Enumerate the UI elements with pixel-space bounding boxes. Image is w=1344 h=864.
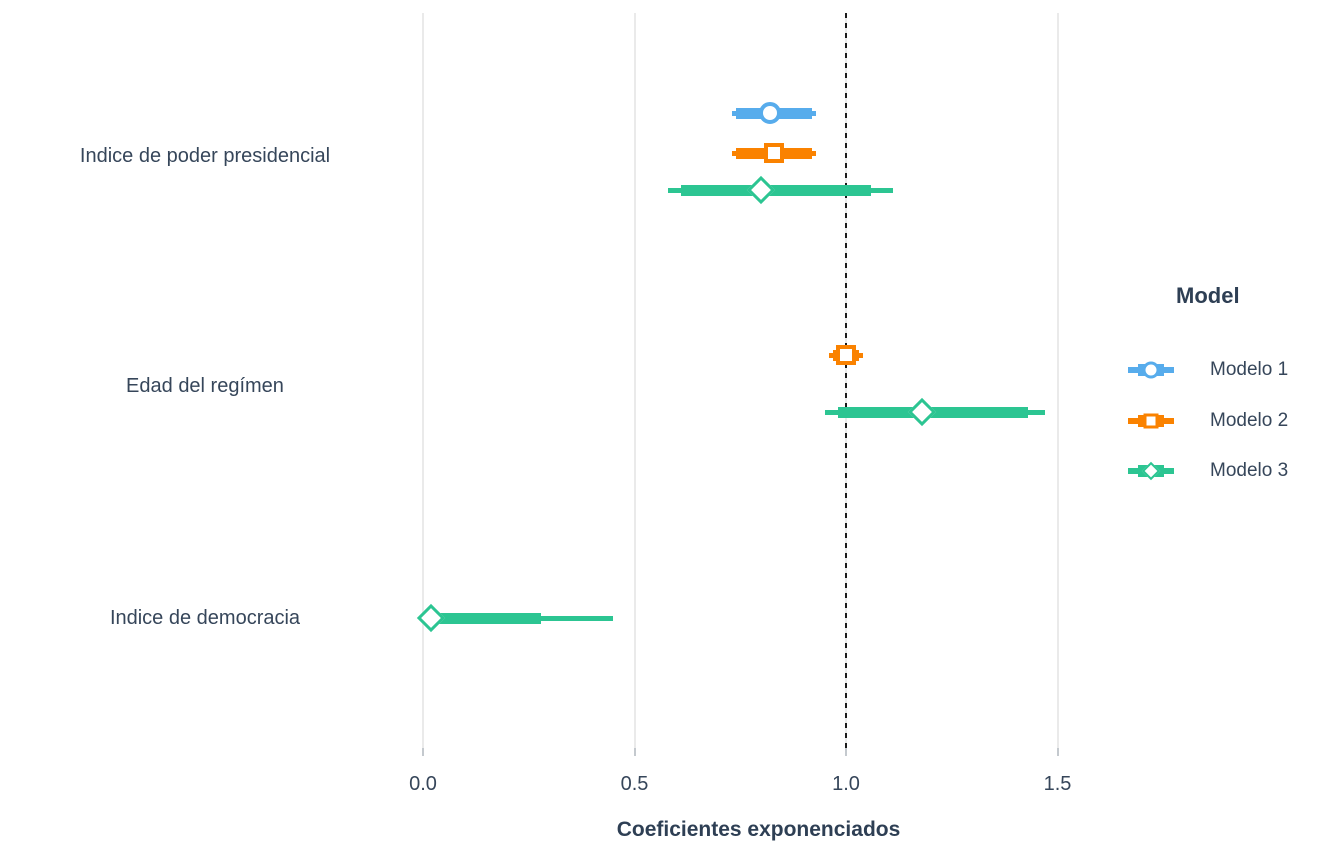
- marker-diamond: [907, 397, 937, 427]
- legend-key: [1128, 360, 1174, 380]
- x-tick-label: 0.5: [620, 773, 649, 795]
- x-tick-mark: [845, 748, 847, 756]
- legend-marker-square: [1143, 413, 1159, 429]
- legend-item: Modelo 3: [1120, 458, 1344, 484]
- ci-inner-bar: [427, 612, 542, 624]
- legend-title: Model: [1176, 283, 1240, 308]
- x-tick-mark: [633, 748, 636, 756]
- gridline: [633, 13, 636, 748]
- legend-label: Modelo 2: [1210, 410, 1289, 431]
- x-tick-mark: [422, 748, 424, 756]
- x-axis-title: Coeficientes exponenciados: [616, 818, 901, 841]
- marker-circle: [758, 102, 781, 124]
- legend-key: [1128, 461, 1174, 481]
- plot-panel: [410, 13, 1107, 748]
- legend-key: [1128, 411, 1174, 431]
- reference-line: [845, 13, 847, 748]
- x-tick-label: 1.5: [1043, 773, 1072, 795]
- legend-item: Modelo 2: [1120, 408, 1344, 434]
- legend-label: Modelo 3: [1210, 460, 1289, 481]
- y-axis-label: Edad del regímen: [126, 375, 284, 397]
- y-axis-label: Indice de democracia: [109, 607, 301, 629]
- x-tick-label: 0.0: [409, 773, 437, 795]
- marker-diamond: [747, 175, 776, 205]
- y-axis-label: Indice de poder presidencial: [79, 145, 331, 167]
- legend-item: Modelo 1: [1120, 357, 1344, 383]
- x-axis: 0.0 0.5 1.0 1.5: [409, 748, 1107, 808]
- legend-marker-circle: [1142, 361, 1160, 379]
- ci-inner-bar: [681, 184, 872, 196]
- marker-square: [764, 143, 785, 163]
- legend-label: Modelo 1: [1210, 359, 1289, 380]
- legend: Model Modelo 1 Modelo 2 Modelo 3: [1120, 283, 1344, 503]
- gridline: [422, 13, 424, 748]
- gridline: [1056, 13, 1059, 748]
- x-tick-label: 1.0: [832, 773, 860, 795]
- marker-square: [836, 345, 856, 365]
- x-tick-mark: [1056, 748, 1059, 756]
